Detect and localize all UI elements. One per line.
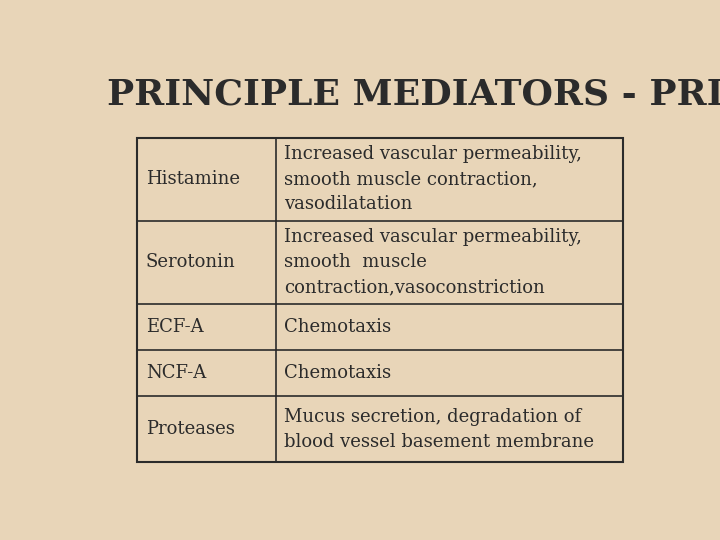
Text: Proteases: Proteases <box>145 420 235 438</box>
Text: PRINCIPLE MEDIATORS - PRIMARY: PRINCIPLE MEDIATORS - PRIMARY <box>107 77 720 111</box>
Text: Chemotaxis: Chemotaxis <box>284 318 391 336</box>
Text: Chemotaxis: Chemotaxis <box>284 364 391 382</box>
Text: Mucus secretion, degradation of
blood vessel basement membrane: Mucus secretion, degradation of blood ve… <box>284 408 594 450</box>
Text: Serotonin: Serotonin <box>145 253 235 271</box>
Bar <box>138 138 623 462</box>
Text: Histamine: Histamine <box>145 170 240 188</box>
Text: Increased vascular permeability,
smooth muscle contraction,
vasodilatation: Increased vascular permeability, smooth … <box>284 145 582 213</box>
Text: NCF-A: NCF-A <box>145 364 206 382</box>
Text: ECF-A: ECF-A <box>145 318 204 336</box>
Text: Increased vascular permeability,
smooth  muscle
contraction,vasoconstriction: Increased vascular permeability, smooth … <box>284 228 582 296</box>
